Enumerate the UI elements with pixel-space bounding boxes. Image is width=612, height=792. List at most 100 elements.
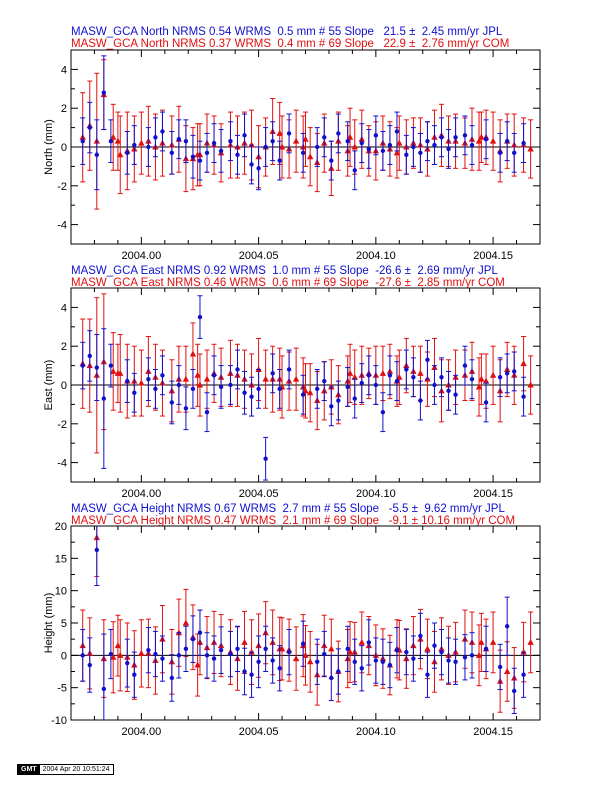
north-com-point [276, 129, 283, 136]
height-jpl-point [197, 630, 203, 635]
east-y-tick-label: 4 [61, 302, 67, 314]
east-jpl-point [146, 376, 151, 382]
height-jpl-point [432, 643, 437, 648]
east-jpl-point [352, 396, 357, 401]
north-jpl-point [462, 133, 468, 138]
height-jpl-point [453, 659, 458, 664]
height-jpl-point [387, 662, 393, 668]
east-com-point [396, 373, 403, 380]
north-jpl-point [446, 146, 451, 152]
height-jpl-point [425, 672, 430, 677]
gmt-timestamp: 2004 Apr 20 10:51:24 [39, 765, 113, 774]
north-jpl-point [352, 168, 357, 173]
north-jpl-point [322, 135, 327, 140]
height-y-tick-label: -10 [51, 715, 67, 727]
east-com-point [482, 377, 490, 384]
north-jpl-point [411, 144, 416, 150]
height-jpl-point [190, 636, 196, 642]
east-com-point [189, 350, 197, 357]
north-jpl-point [315, 144, 320, 150]
height-jpl-point [411, 656, 416, 661]
east-jpl-point [329, 404, 334, 409]
north-jpl-point [286, 131, 292, 136]
east-jpl-title: MASW_GCA East NRMS 0.92 WRMS 1.0 mm # 55… [71, 265, 498, 277]
north-jpl-point [521, 140, 526, 146]
north-com-title: MASW_GCA North NRMS 0.37 WRMS 0.4 mm # 6… [71, 38, 510, 50]
height-com-point [182, 619, 190, 626]
north-jpl-point [242, 133, 247, 138]
height-jpl-point [94, 547, 99, 553]
north-jpl-point [228, 138, 233, 144]
north-com-point [478, 133, 485, 140]
height-y-tick-label: 0 [61, 650, 67, 662]
east-com-point [302, 387, 309, 394]
east-com-point [489, 371, 497, 378]
height-jpl-title: MASW_GCA Height NRMS 0.67 WRMS 2.7 mm # … [71, 503, 505, 515]
east-jpl-point [235, 367, 240, 372]
north-jpl-point [512, 150, 517, 156]
north-x-tick-label: 2004.00 [121, 250, 161, 262]
east-jpl-point [211, 373, 217, 378]
north-x-tick-label: 2004.10 [356, 250, 396, 262]
east-jpl-point [108, 363, 114, 368]
height-jpl-point [249, 672, 254, 677]
north-chart: -4 -2 0 2 4 North (mm) 2004.00 2004.05 2004.10 20… [43, 49, 541, 262]
north-jpl-point [153, 135, 158, 140]
east-jpl-point [497, 375, 503, 380]
height-com-title: MASW_GCA Height NRMS 0.47 WRMS 2.1 mm # … [71, 515, 516, 527]
north-jpl-point [345, 138, 350, 144]
height-jpl-point [404, 649, 409, 655]
height-chart: -10 -5 0 5 10 15 20 Height (mm) 2004.00 2004.05 20… [43, 521, 541, 738]
north-y-tick-label: 4 [61, 64, 67, 76]
north-jpl-point [132, 142, 137, 148]
north-jpl-point [336, 131, 341, 136]
north-y-tick-label: 0 [61, 142, 67, 154]
height-jpl-point [218, 647, 224, 653]
north-jpl-point [366, 146, 372, 152]
north-series-jpl [80, 55, 527, 191]
height-jpl-point [329, 675, 334, 681]
east-jpl-point [453, 392, 458, 397]
east-com-point [527, 381, 534, 388]
east-y-tick-label: -2 [57, 419, 67, 431]
north-com-point [194, 151, 201, 158]
north-jpl-point [469, 142, 475, 148]
east-x-tick-label: 2004.05 [239, 488, 279, 500]
height-y-tick-label: -5 [57, 683, 67, 695]
east-jpl-point [94, 365, 99, 370]
height-jpl-point [263, 646, 268, 652]
height-com-point [328, 645, 335, 652]
east-jpl-point [218, 384, 224, 390]
east-jpl-point [336, 398, 341, 403]
north-jpl-point [359, 140, 364, 146]
east-com-point [262, 375, 269, 382]
height-com-point [241, 638, 248, 645]
height-jpl-point [315, 659, 320, 664]
east-jpl-point [521, 394, 526, 399]
east-com-point [306, 389, 314, 396]
height-com-point [475, 651, 483, 658]
east-jpl-point [80, 363, 85, 368]
height-jpl-point [497, 664, 503, 670]
east-jpl-point [183, 406, 189, 411]
east-com-point [417, 369, 424, 376]
height-x-tick-label: 2004.00 [121, 726, 161, 738]
north-jpl-point [373, 133, 379, 138]
north-jpl-point [504, 138, 510, 144]
east-chart: -4 -2 0 2 4 East (mm) 2004.00 2004.05 2004.10 200… [43, 287, 541, 500]
north-jpl-point [329, 158, 334, 163]
north-jpl-point [190, 154, 196, 159]
east-jpl-point [256, 386, 261, 392]
east-series-jpl [80, 295, 527, 481]
east-jpl-point [125, 378, 130, 384]
east-jpl-point [101, 396, 107, 401]
height-jpl-point [153, 651, 158, 657]
east-jpl-point [204, 409, 210, 415]
north-x-tick-label: 2004.05 [239, 250, 279, 262]
height-jpl-point [352, 659, 357, 664]
east-jpl-point [322, 378, 327, 384]
east-com-point [114, 369, 122, 376]
height-jpl-point [87, 662, 92, 668]
north-com-point [117, 151, 124, 158]
north-jpl-point [160, 129, 165, 134]
